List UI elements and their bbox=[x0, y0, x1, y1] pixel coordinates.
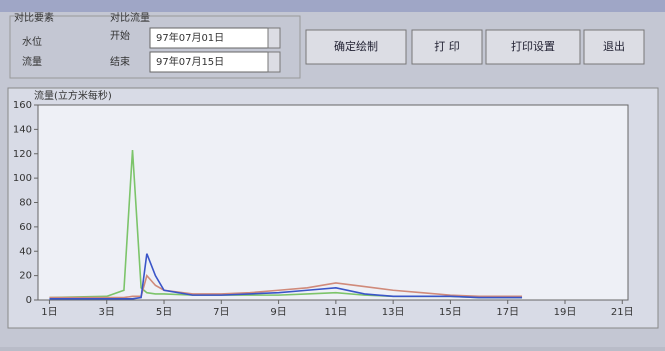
button[interactable] bbox=[583, 29, 645, 65]
start-label: 开始 bbox=[110, 29, 130, 42]
plot-area bbox=[37, 104, 629, 301]
x-tick-label: 21日 bbox=[611, 307, 634, 318]
x-tick-label: 1日 bbox=[41, 307, 57, 318]
x-tick-label: 3日 bbox=[99, 307, 115, 318]
x-tick-label: 13日 bbox=[382, 307, 405, 318]
y-tick-label: 80 bbox=[19, 198, 32, 209]
series-line bbox=[49, 253, 523, 300]
end-label: 结束 bbox=[110, 55, 130, 68]
x-tick-label: 5日 bbox=[156, 307, 172, 318]
button[interactable] bbox=[305, 29, 407, 65]
date-value: 97年07月01日 bbox=[156, 31, 224, 44]
option[interactable]: 水位 bbox=[22, 35, 42, 48]
spinner[interactable] bbox=[267, 51, 281, 73]
button[interactable] bbox=[485, 29, 581, 65]
x-tick-label: 7日 bbox=[213, 307, 229, 318]
option[interactable]: 流量 bbox=[22, 55, 42, 68]
group-label: 对比流量 bbox=[110, 11, 150, 24]
button-label[interactable]: 打 印 bbox=[434, 39, 460, 53]
date-value: 97年07月15日 bbox=[156, 55, 224, 68]
y-axis-label: 流量(立方米每秒) bbox=[34, 89, 112, 102]
y-tick-label: 0 bbox=[26, 295, 32, 306]
y-tick-label: 20 bbox=[19, 271, 32, 282]
x-tick-label: 17日 bbox=[496, 307, 519, 318]
button-label[interactable]: 确定绘制 bbox=[334, 39, 378, 53]
group-label: 对比要素 bbox=[14, 11, 54, 24]
x-tick-label: 19日 bbox=[554, 307, 577, 318]
button-label[interactable]: 退出 bbox=[603, 39, 625, 53]
series-line bbox=[49, 273, 523, 299]
button-label[interactable]: 打印设置 bbox=[511, 39, 555, 53]
y-tick-label: 120 bbox=[13, 149, 32, 160]
x-tick-label: 15日 bbox=[439, 307, 462, 318]
y-tick-label: 60 bbox=[19, 222, 32, 233]
button[interactable] bbox=[411, 29, 483, 65]
y-tick-label: 140 bbox=[13, 124, 32, 135]
y-tick-label: 40 bbox=[19, 246, 32, 257]
x-tick-label: 9日 bbox=[270, 307, 286, 318]
y-tick-label: 160 bbox=[13, 100, 32, 111]
spinner[interactable] bbox=[267, 27, 281, 49]
y-tick-label: 100 bbox=[13, 173, 32, 184]
range-group bbox=[9, 15, 301, 79]
x-tick-label: 11日 bbox=[324, 307, 347, 318]
title-bar bbox=[0, 0, 665, 12]
